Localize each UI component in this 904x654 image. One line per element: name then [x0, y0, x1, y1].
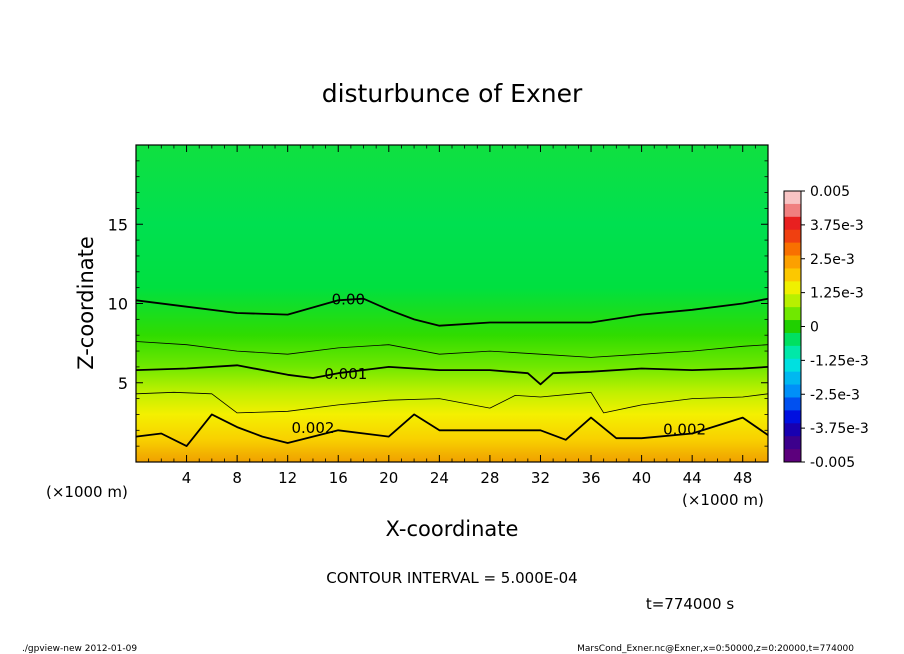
colorbar-swatch-14 — [784, 371, 801, 386]
colorbar-label-3: 1.25e-3 — [810, 286, 864, 302]
contour-line-3 — [135, 391, 769, 414]
colorbar-swatch-6 — [784, 268, 801, 282]
colorbar-swatch-18 — [784, 423, 801, 437]
colorbar-label-5: -1.25e-3 — [810, 353, 869, 369]
colorbar-label-8: -0.005 — [810, 455, 855, 471]
colorbar-label-2: 2.5e-3 — [810, 252, 855, 268]
colorbar-swatch-19 — [784, 436, 801, 450]
colorbar-label-0: 0.005 — [810, 184, 850, 200]
colorbar — [784, 191, 801, 463]
x-tick-label-10: 44 — [683, 469, 702, 487]
contour-label-2: 0.002 — [291, 419, 334, 437]
contour-layer — [135, 297, 769, 447]
x-tick-label-9: 40 — [632, 469, 651, 487]
footer-right: MarsCond_Exner.nc@Exner,x=0:50000,z=0:20… — [577, 644, 854, 654]
contour-label-layer: 0.00 0.001 0.002 0.002 — [291, 291, 706, 439]
colorbar-swatch-3 — [784, 229, 801, 244]
colorbar-swatch-13 — [784, 358, 801, 373]
x-tick-label-4: 20 — [379, 469, 398, 487]
colorbar-swatch-9 — [784, 307, 801, 321]
x-tick-label-0: 4 — [182, 469, 192, 487]
y-tick-label-1: 10 — [108, 295, 128, 314]
contour-label-0: 0.00 — [332, 291, 365, 309]
x-unit-right: (×1000 m) — [682, 491, 764, 509]
colorbar-label-6: -2.5e-3 — [810, 387, 860, 403]
colorbar-swatch-4 — [784, 242, 801, 257]
colorbar-swatch-17 — [784, 410, 801, 424]
colorbar-swatch-20 — [784, 449, 801, 463]
contour-line-2 — [135, 364, 769, 386]
colorbar-swatch-15 — [784, 384, 801, 398]
heatmap-field — [136, 145, 768, 462]
colorbar-label-7: -3.75e-3 — [810, 421, 869, 437]
colorbar-swatch-7 — [784, 281, 801, 295]
colorbar-swatch-5 — [784, 255, 801, 269]
contour-line-0 — [135, 297, 769, 327]
contour-line-1 — [135, 341, 769, 358]
contour-label-3: 0.002 — [663, 421, 706, 439]
x-tick-label-1: 8 — [232, 469, 242, 487]
contour-label-1: 0.001 — [324, 365, 367, 383]
x-tick-label-2: 12 — [278, 469, 297, 487]
colorbar-swatch-12 — [784, 345, 801, 360]
colorbar-label-4: 0 — [810, 320, 819, 336]
x-tick-label-5: 24 — [430, 469, 449, 487]
footer-left: ./gpview-new 2012-01-09 — [22, 644, 137, 654]
y-tick-label-2: 15 — [108, 215, 128, 234]
colorbar-swatch-10 — [784, 320, 801, 334]
x-unit-left: (×1000 m) — [46, 483, 128, 501]
colorbar-swatch-0 — [784, 191, 801, 205]
x-tick-label-8: 36 — [581, 469, 600, 487]
colorbar-labels: 0.005 3.75e-3 2.5e-3 1.25e-3 0 -1.25e-3 -2.5e-… — [801, 184, 869, 471]
y-axis-label: Z-coordinate — [74, 236, 98, 370]
x-axis: 4 8 12 16 20 24 28 32 36 40 44 48 — [148, 145, 756, 487]
x-tick-label-6: 28 — [480, 469, 499, 487]
y-axis: 5 10 15 — [108, 160, 768, 447]
colorbar-swatch-8 — [784, 294, 801, 308]
chart-title: disturbunce of Exner — [322, 79, 583, 108]
colorbar-swatch-11 — [784, 332, 801, 347]
x-axis-label: X-coordinate — [386, 517, 519, 541]
colorbar-swatch-2 — [784, 216, 801, 231]
time-text: t=774000 s — [646, 595, 734, 613]
y-tick-label-0: 5 — [118, 374, 128, 393]
x-tick-label-11: 48 — [733, 469, 752, 487]
colorbar-swatch-16 — [784, 397, 801, 411]
x-tick-label-3: 16 — [329, 469, 348, 487]
colorbar-label-1: 3.75e-3 — [810, 218, 864, 234]
contour-interval-text: CONTOUR INTERVAL = 5.000E-04 — [326, 569, 577, 587]
x-tick-label-7: 32 — [531, 469, 550, 487]
colorbar-swatch-1 — [784, 203, 801, 218]
contour-line-4 — [135, 413, 769, 447]
